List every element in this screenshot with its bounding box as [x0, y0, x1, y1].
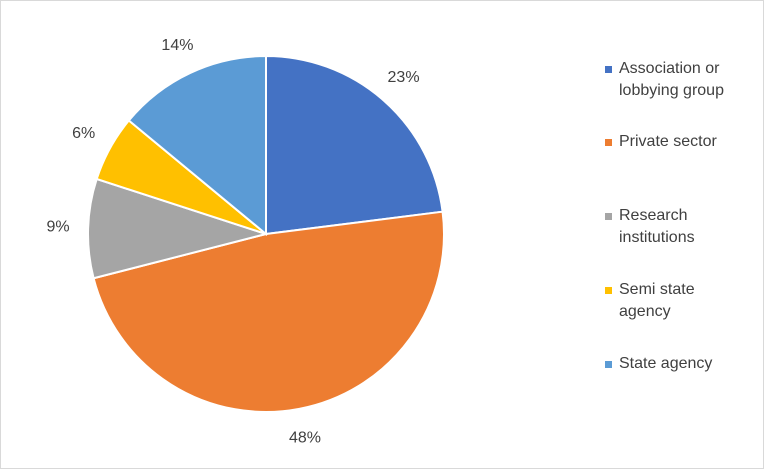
data-label: 48% — [289, 430, 321, 447]
pie-slice — [265, 54, 444, 236]
legend-swatch — [605, 287, 612, 294]
legend-item: Research institutions — [605, 205, 744, 249]
legend-item: Association or lobbying group — [605, 58, 744, 102]
pie-area: 23% 48% 9% 6% 14% — [47, 37, 445, 447]
legend-swatch — [605, 66, 612, 73]
legend-item: Semi state agency — [605, 279, 744, 323]
legend-label: Private sector — [619, 133, 717, 150]
data-label: 23% — [388, 69, 420, 86]
data-label: 9% — [47, 219, 70, 236]
data-label: 14% — [161, 37, 193, 54]
legend-label: Semi state agency — [619, 281, 695, 320]
legend-label: Research institutions — [619, 207, 695, 246]
legend-label: State agency — [619, 355, 713, 372]
legend-swatch — [605, 213, 612, 220]
legend-swatch — [605, 139, 612, 146]
pie-slice — [127, 54, 267, 237]
legend-item: Private sector — [605, 131, 744, 153]
pie-slice — [87, 177, 270, 280]
legend-swatch — [605, 361, 612, 368]
legend-label: Association or lobbying group — [619, 60, 724, 99]
legend-item: State agency — [605, 353, 744, 375]
pie-slice — [92, 210, 445, 413]
data-label: 6% — [72, 125, 95, 142]
